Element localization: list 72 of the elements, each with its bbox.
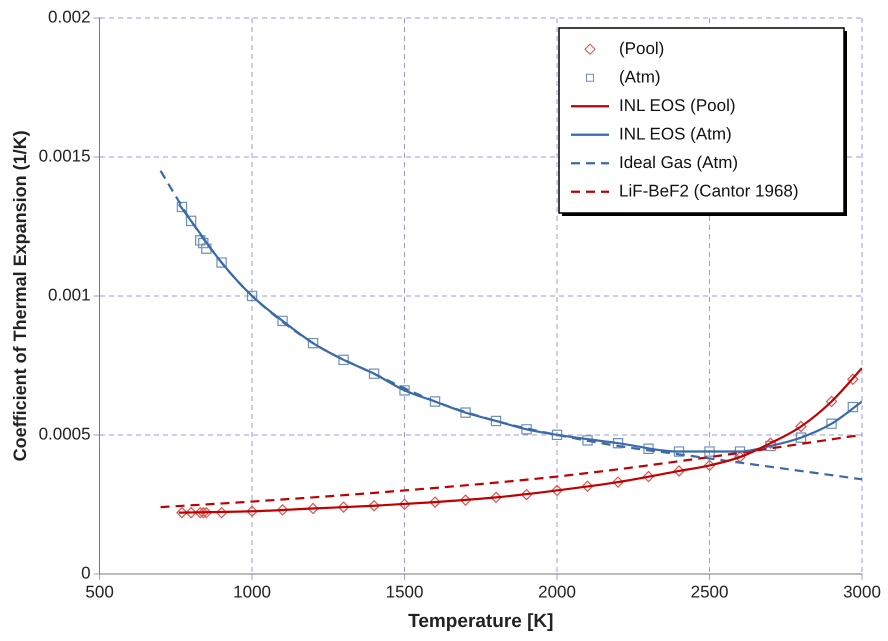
point xyxy=(848,402,858,412)
line-series xyxy=(159,170,862,480)
y-tick-label: 0.001 xyxy=(48,286,91,305)
point xyxy=(216,507,228,518)
point xyxy=(582,480,594,492)
legend-label: (Pool) xyxy=(619,38,664,58)
point xyxy=(826,418,837,429)
point xyxy=(704,446,715,457)
point xyxy=(430,396,440,407)
legend-label: INL EOS (Atm) xyxy=(619,124,732,144)
point xyxy=(460,407,471,418)
y-axis-title: Coefficient of Thermal Expansion (1/K) xyxy=(10,130,30,462)
point xyxy=(521,424,532,434)
point xyxy=(460,494,472,506)
point xyxy=(368,368,380,379)
point xyxy=(186,216,196,226)
point xyxy=(490,416,502,426)
x-tick-label: 500 xyxy=(85,582,114,602)
x-tick-label: 2500 xyxy=(690,582,728,602)
legend-label: (Atm) xyxy=(619,67,661,86)
point xyxy=(185,507,197,518)
x-tick-label: 3000 xyxy=(843,582,881,602)
x-tick-label: 1500 xyxy=(386,582,424,602)
y-tick-label: 0.0015 xyxy=(38,146,91,166)
point xyxy=(612,438,624,448)
point xyxy=(195,235,206,246)
point xyxy=(582,435,593,446)
x-axis-title: Temperature [K] xyxy=(408,610,554,632)
legend-label: INL EOS (Pool) xyxy=(619,96,736,115)
x-tick-label: 2000 xyxy=(538,582,576,602)
point xyxy=(198,238,208,248)
legend-label: LiF-BeF2 (Cantor 1968) xyxy=(619,181,799,200)
y-tick-label: 0.0005 xyxy=(38,424,91,444)
point xyxy=(764,438,776,449)
point xyxy=(307,502,319,514)
point xyxy=(399,385,410,396)
point xyxy=(216,257,227,268)
legend-label: Ideal Gas (Atm) xyxy=(619,152,738,172)
point xyxy=(368,500,380,512)
point xyxy=(277,316,288,326)
y-tick-label: 0.002 xyxy=(48,8,91,27)
point xyxy=(276,504,288,516)
y-tick-label: 0 xyxy=(81,563,91,582)
point xyxy=(673,465,685,477)
point xyxy=(795,420,807,432)
point xyxy=(520,489,532,500)
point xyxy=(796,432,806,443)
point xyxy=(338,354,349,366)
point xyxy=(194,507,206,518)
x-tick-label: 1000 xyxy=(233,582,271,602)
point xyxy=(176,507,188,518)
point xyxy=(246,290,258,302)
point xyxy=(826,396,838,408)
point xyxy=(551,484,563,496)
point xyxy=(643,444,654,454)
point xyxy=(734,451,746,463)
point xyxy=(704,460,716,472)
point xyxy=(552,430,562,440)
point xyxy=(308,338,318,348)
point xyxy=(338,502,350,513)
point xyxy=(201,243,212,254)
point xyxy=(398,498,410,510)
point xyxy=(642,470,654,482)
point xyxy=(429,496,441,508)
point xyxy=(490,492,502,503)
point xyxy=(246,506,258,517)
point xyxy=(847,374,858,385)
point xyxy=(200,507,212,518)
point xyxy=(198,507,209,518)
point xyxy=(176,202,188,212)
point xyxy=(674,446,684,457)
point xyxy=(612,476,624,488)
